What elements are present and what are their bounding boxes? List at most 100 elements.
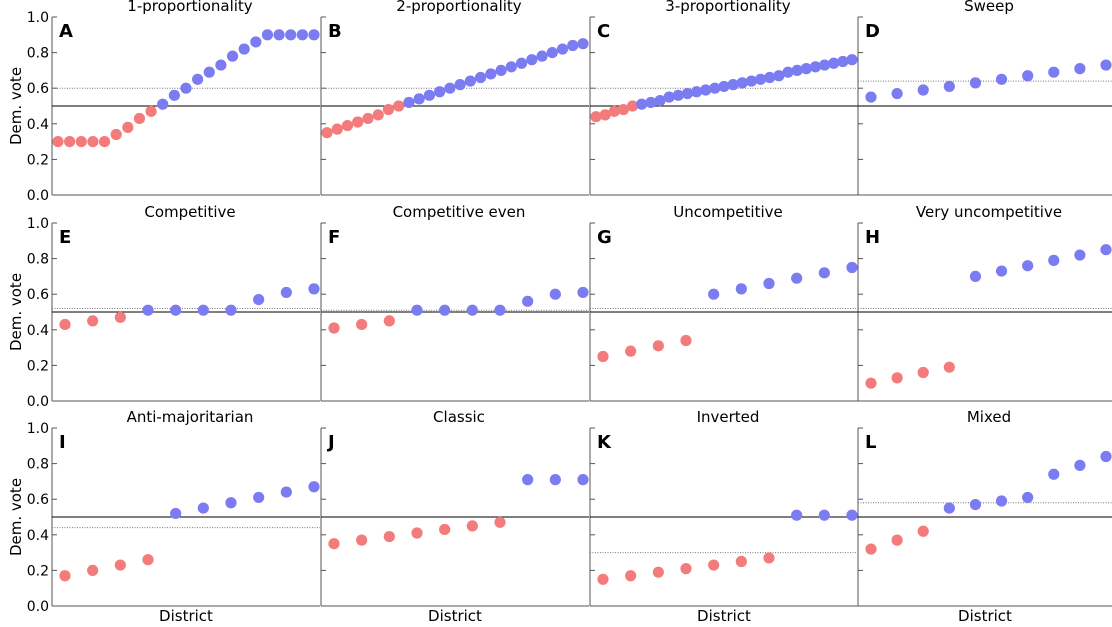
district-point (736, 77, 748, 89)
panel-letter: J (326, 432, 335, 453)
district-point (142, 304, 154, 316)
district-point (192, 73, 204, 85)
district-point (969, 498, 982, 511)
district-point (773, 70, 785, 82)
district-point (238, 43, 250, 55)
district-point (597, 573, 609, 585)
district-point (383, 315, 395, 327)
y-tick-label: 0.4 (27, 323, 49, 339)
district-point (413, 93, 425, 105)
district-point (321, 127, 333, 139)
panel-letter: D (865, 21, 880, 42)
district-point (891, 372, 903, 384)
district-point (225, 304, 237, 316)
district-point (1022, 260, 1034, 272)
district-point (308, 29, 320, 41)
panel-g: Uncompetitive G (589, 203, 858, 402)
panel-title: Competitive even (393, 203, 526, 221)
district-point (1048, 66, 1060, 78)
district-point (837, 55, 849, 68)
district-point (485, 68, 497, 80)
district-point (197, 304, 209, 316)
district-point (1048, 468, 1060, 480)
panel-j: Classic J District (320, 408, 589, 625)
district-point (331, 123, 343, 135)
district-point (735, 283, 747, 295)
district-point (372, 109, 384, 121)
district-point (296, 29, 308, 41)
district-point (170, 304, 182, 316)
district-point (464, 75, 476, 87)
district-point (383, 530, 395, 543)
district-point (536, 50, 548, 62)
y-tick-label: 0.2 (27, 563, 49, 579)
district-point (556, 43, 569, 55)
district-point (625, 570, 637, 582)
district-point (577, 286, 589, 299)
district-point (969, 270, 982, 282)
district-point (735, 555, 747, 568)
district-point (865, 543, 877, 555)
y-tick-label: 0.0 (27, 599, 49, 615)
district-point (403, 96, 415, 109)
district-point (690, 86, 703, 98)
district-point (382, 103, 395, 116)
district-point (1074, 249, 1086, 261)
district-point (995, 73, 1008, 85)
district-point (250, 36, 262, 48)
district-point (225, 497, 237, 509)
district-point (522, 474, 534, 486)
district-point (170, 507, 182, 520)
district-point (708, 288, 720, 300)
district-point (87, 315, 99, 327)
district-point (608, 105, 620, 117)
district-point (114, 311, 126, 323)
y-tick-label: 0.2 (27, 152, 49, 168)
district-point (791, 272, 803, 284)
district-point (110, 128, 122, 141)
district-point (522, 295, 534, 307)
district-point (356, 318, 368, 331)
district-point (791, 64, 803, 76)
district-point (87, 564, 99, 577)
district-point (362, 112, 374, 125)
y-tick-label: 0.0 (27, 188, 49, 204)
y-tick-label: 0.2 (27, 358, 49, 374)
y-tick-label: 1.0 (27, 216, 49, 232)
district-point (700, 84, 712, 96)
district-point (754, 73, 767, 85)
panel-title: Inverted (697, 408, 760, 426)
district-point (1074, 459, 1086, 471)
district-point (475, 71, 487, 84)
panel-letter: G (597, 227, 612, 248)
district-point (145, 105, 157, 117)
district-point (708, 559, 720, 571)
district-point (280, 286, 292, 299)
district-point (652, 340, 664, 352)
district-point (439, 304, 451, 316)
district-point (891, 87, 903, 100)
district-point (59, 318, 71, 331)
x-axis-label: District (159, 607, 213, 625)
district-point (727, 79, 739, 91)
panel-f: Competitive even F (320, 203, 589, 402)
district-point (168, 89, 180, 101)
district-point (1100, 59, 1112, 71)
y-tick-label: 0.4 (27, 117, 49, 133)
y-tick-label: 0.6 (27, 81, 49, 97)
y-tick-label: 0.4 (27, 528, 49, 544)
district-point (98, 136, 111, 148)
panel-k: Inverted K District (589, 408, 858, 625)
district-point (352, 116, 364, 128)
district-point (846, 509, 858, 521)
panel-i: 0.0 0.2 0.4 0.6 0.8 1.0 Anti-majoritarian I Dist… (7, 408, 320, 625)
district-point (809, 61, 822, 73)
y-tick-label: 0.8 (27, 457, 49, 473)
district-point (261, 29, 274, 41)
district-point (782, 66, 794, 78)
y-tick-label: 1.0 (27, 10, 49, 26)
district-point (745, 75, 758, 87)
panel-title: Very uncompetitive (916, 203, 1062, 221)
district-point (800, 63, 812, 75)
